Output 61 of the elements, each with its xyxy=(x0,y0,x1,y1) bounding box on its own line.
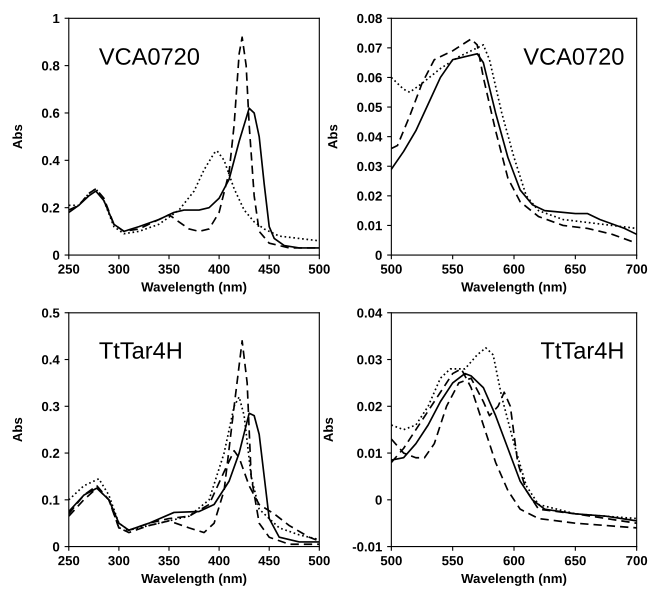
x-tick-label: 500 xyxy=(380,264,402,274)
y-tick-label: 0.02 xyxy=(357,191,382,201)
y-tick-label: 0.07 xyxy=(357,43,382,53)
y-tick-label: 0.02 xyxy=(357,402,382,412)
annotation: VCA0720 xyxy=(98,48,200,65)
annotation: VCA0720 xyxy=(523,48,624,65)
y-tick-label: 0.05 xyxy=(357,102,382,112)
y-tick-label: 0.8 xyxy=(42,61,60,71)
y-tick-label: 0.2 xyxy=(42,448,60,458)
y-tick-label: 1 xyxy=(53,14,60,24)
x-tick-label: 550 xyxy=(442,556,464,566)
x-tick-label: 650 xyxy=(564,264,586,274)
x-tick-label: 250 xyxy=(58,264,80,274)
y-axis-title: Abs xyxy=(12,124,22,149)
y-tick-label: 0 xyxy=(376,250,382,260)
x-tick-label: 400 xyxy=(208,264,230,274)
y-axis-title: Abs xyxy=(328,124,338,149)
x-tick-label: 600 xyxy=(503,556,524,566)
y-tick-label: 0.1 xyxy=(42,495,60,505)
annotation: TtTar4H xyxy=(99,342,181,359)
x-tick-label: 500 xyxy=(308,556,330,566)
y-tick-label: 0 xyxy=(376,495,382,505)
y-tick-label: 0.4 xyxy=(42,355,60,364)
x-axis-title: Wavelength (nm) xyxy=(141,282,246,294)
x-axis-title: Wavelength (nm) xyxy=(461,573,566,586)
x-tick-label: 500 xyxy=(380,556,402,566)
x-tick-label: 350 xyxy=(158,556,180,566)
y-tick-label: 0.6 xyxy=(42,108,60,118)
y-tick-label: 0.04 xyxy=(357,308,382,318)
y-tick-label: 0 xyxy=(52,542,60,552)
y-tick-label: 0.06 xyxy=(357,73,382,82)
x-tick-label: 350 xyxy=(158,264,180,274)
y-tick-label: 0 xyxy=(52,250,60,260)
annotation: TtTar4H xyxy=(540,342,622,359)
x-tick-label: 300 xyxy=(108,264,130,274)
y-tick-label: -0.01 xyxy=(352,542,382,552)
x-tick-label: 500 xyxy=(308,264,330,274)
x-tick-label: 550 xyxy=(442,264,464,274)
x-tick-label: 600 xyxy=(503,264,524,274)
y-tick-label: 0.01 xyxy=(357,221,382,230)
x-tick-label: 450 xyxy=(258,264,280,274)
x-axis-title: Wavelength (nm) xyxy=(141,573,246,586)
y-tick-label: 0.3 xyxy=(42,402,60,412)
y-tick-label: 0.2 xyxy=(42,203,60,213)
y-tick-label: 0.5 xyxy=(42,308,60,318)
y-axis-title: Abs xyxy=(12,418,22,442)
y-axis-title: Abs xyxy=(323,418,333,442)
y-tick-label: 0.01 xyxy=(357,448,382,458)
y-tick-label: 0.04 xyxy=(357,132,382,142)
y-tick-label: 0.03 xyxy=(357,162,382,172)
x-tick-label: 700 xyxy=(626,556,648,566)
x-tick-label: 450 xyxy=(258,556,280,566)
y-tick-label: 0.03 xyxy=(357,355,382,364)
x-tick-label: 700 xyxy=(626,264,648,274)
x-tick-label: 650 xyxy=(564,556,586,566)
x-tick-label: 250 xyxy=(58,556,80,566)
x-tick-label: 400 xyxy=(208,556,230,566)
y-tick-label: 0.08 xyxy=(357,14,382,24)
x-axis-title: Wavelength (nm) xyxy=(461,282,566,294)
x-tick-label: 300 xyxy=(108,556,130,566)
y-tick-label: 0.4 xyxy=(42,156,60,166)
